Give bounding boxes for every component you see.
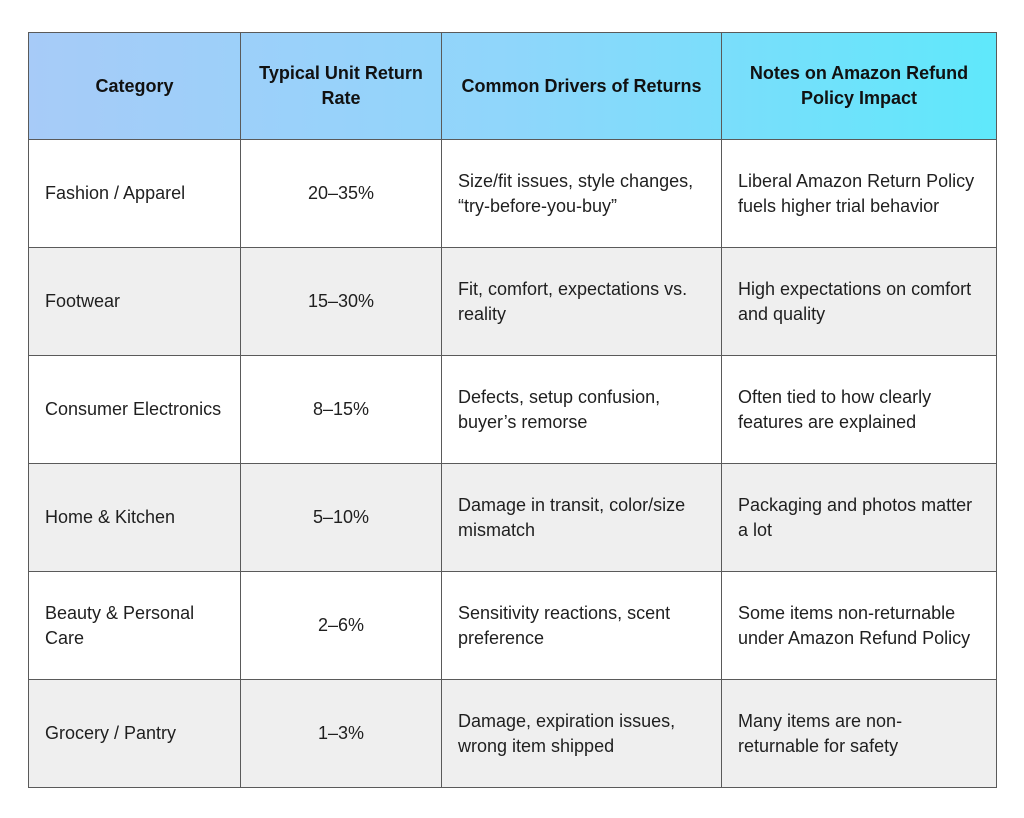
notes-cell: Packaging and photos matter a lot xyxy=(721,463,997,572)
return-rate-cell: 20–35% xyxy=(240,139,442,248)
header-category: Category xyxy=(28,32,241,140)
notes-cell: High expectations on comfort and quality xyxy=(721,247,997,356)
returns-table: Category Typical Unit Return Rate Common… xyxy=(28,32,997,788)
header-common-drivers: Common Drivers of Returns xyxy=(441,32,722,140)
return-rate-cell: 8–15% xyxy=(240,355,442,464)
return-rate-cell: 1–3% xyxy=(240,679,442,788)
notes-cell: Some items non-returnable under Amazon R… xyxy=(721,571,997,680)
category-cell: Fashion / Apparel xyxy=(28,139,241,248)
table-row: Fashion / Apparel 20–35% Size/fit issues… xyxy=(28,139,997,248)
drivers-cell: Defects, setup confusion, buyer’s remors… xyxy=(441,355,722,464)
drivers-cell: Damage in transit, color/size mismatch xyxy=(441,463,722,572)
header-policy-notes: Notes on Amazon Refund Policy Impact xyxy=(721,32,997,140)
notes-cell: Many items are non-returnable for safety xyxy=(721,679,997,788)
table-row: Home & Kitchen 5–10% Damage in transit, … xyxy=(28,463,997,572)
category-cell: Home & Kitchen xyxy=(28,463,241,572)
table-header-row: Category Typical Unit Return Rate Common… xyxy=(28,32,997,140)
category-cell: Consumer Electronics xyxy=(28,355,241,464)
drivers-cell: Size/fit issues, style changes, “try-bef… xyxy=(441,139,722,248)
drivers-cell: Damage, expiration issues, wrong item sh… xyxy=(441,679,722,788)
header-return-rate: Typical Unit Return Rate xyxy=(240,32,442,140)
drivers-cell: Fit, comfort, expectations vs. reality xyxy=(441,247,722,356)
return-rate-cell: 5–10% xyxy=(240,463,442,572)
return-rate-cell: 2–6% xyxy=(240,571,442,680)
return-rate-cell: 15–30% xyxy=(240,247,442,356)
notes-cell: Liberal Amazon Return Policy fuels highe… xyxy=(721,139,997,248)
category-cell: Beauty & Personal Care xyxy=(28,571,241,680)
category-cell: Grocery / Pantry xyxy=(28,679,241,788)
drivers-cell: Sensitivity reactions, scent preference xyxy=(441,571,722,680)
table-row: Footwear 15–30% Fit, comfort, expectatio… xyxy=(28,247,997,356)
table-row: Grocery / Pantry 1–3% Damage, expiration… xyxy=(28,679,997,788)
notes-cell: Often tied to how clearly features are e… xyxy=(721,355,997,464)
table-row: Consumer Electronics 8–15% Defects, setu… xyxy=(28,355,997,464)
category-cell: Footwear xyxy=(28,247,241,356)
table-row: Beauty & Personal Care 2–6% Sensitivity … xyxy=(28,571,997,680)
